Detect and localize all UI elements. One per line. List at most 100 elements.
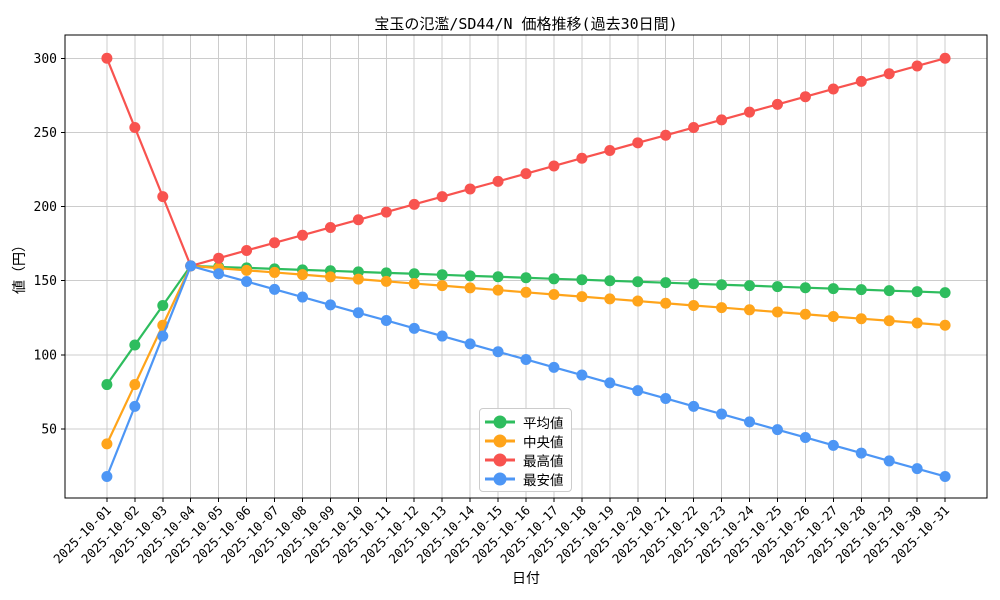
data-point-marker [520,272,532,284]
data-point-marker [744,304,756,316]
data-point-marker [548,273,560,285]
data-point-marker [744,280,756,292]
data-point-marker [632,385,644,397]
data-point-marker [855,75,867,87]
data-point-marker [520,168,532,180]
data-point-marker [604,275,616,287]
legend-item: 平均値 [484,412,567,432]
data-point-marker [380,206,392,218]
legend-marker-icon [485,434,515,447]
data-point-marker [632,137,644,149]
legend-marker-icon [485,472,515,485]
axis-ticks [61,57,946,502]
data-point-marker [436,330,448,342]
data-point-marker [939,52,951,64]
data-point-marker [548,289,560,301]
x-axis-label: 日付 [512,571,540,587]
data-point-marker [827,439,839,451]
data-point-marker [688,278,700,290]
data-point-marker [799,282,811,294]
legend-marker-icon [485,415,515,428]
data-point-marker [939,287,951,299]
data-point-marker [911,317,923,329]
y-tick-label: 150 [34,274,57,289]
data-point-marker [771,306,783,318]
data-point-marker [827,283,839,295]
data-point-marker [827,83,839,95]
data-point-marker [408,268,420,280]
data-point-marker [855,284,867,296]
data-point-marker [101,438,113,450]
data-point-marker [604,145,616,157]
data-point-marker [827,310,839,322]
data-point-marker [492,284,504,296]
data-point-marker [324,271,336,283]
data-point-marker [241,275,253,287]
data-point-marker [744,106,756,118]
data-point-marker [269,283,281,295]
series-最高値 [101,52,951,272]
data-point-marker [464,338,476,350]
data-point-marker [716,408,728,420]
y-tick-labels: 50 100 150 200 250 300 [34,52,57,438]
data-point-marker [855,313,867,325]
data-point-marker [548,361,560,373]
data-point-marker [352,214,364,226]
data-point-marker [576,152,588,164]
data-point-marker [883,68,895,80]
data-point-marker [576,369,588,381]
data-point-marker [296,291,308,303]
legend-item: 最高値 [484,450,567,470]
data-point-marker [688,122,700,134]
y-tick-label: 50 [41,423,57,438]
series-中央値 [101,260,951,450]
data-point-marker [660,392,672,404]
data-point-marker [492,175,504,187]
data-point-marker [939,470,951,482]
data-point-marker [744,416,756,428]
data-point-marker [296,269,308,281]
data-point-marker [408,322,420,334]
data-point-marker [883,315,895,327]
data-point-marker [660,277,672,289]
data-point-marker [101,379,113,391]
data-point-marker [408,278,420,290]
data-point-marker [771,281,783,293]
legend-item: 中央値 [484,431,567,451]
data-point-marker [939,319,951,331]
data-point-marker [660,129,672,141]
y-axis-label: 値（円） [12,238,28,294]
data-point-marker [129,339,141,351]
data-point-marker [492,346,504,358]
data-point-marker [855,447,867,459]
data-point-marker [576,291,588,303]
data-point-marker [771,98,783,110]
data-point-marker [799,91,811,103]
data-point-marker [269,266,281,278]
data-point-marker [688,300,700,312]
data-point-marker [185,260,197,272]
legend: 平均値 中央値 最高値最安値 [479,408,572,492]
data-point-marker [129,122,141,134]
x-tick-labels: 2025-10-012025-10-022025-10-032025-10-04… [50,503,952,567]
data-point-marker [464,183,476,195]
data-point-marker [548,160,560,172]
data-point-marker [436,280,448,292]
data-point-marker [241,244,253,256]
data-point-marker [436,191,448,203]
data-point-marker [771,424,783,436]
y-tick-label: 100 [34,348,57,363]
data-point-marker [604,293,616,305]
data-point-marker [911,463,923,475]
data-point-marker [380,267,392,279]
data-point-marker [380,275,392,287]
legend-label: 最安値 [523,472,564,489]
data-point-marker [269,237,281,249]
data-point-marker [520,286,532,298]
data-point-marker [716,279,728,291]
data-point-marker [408,198,420,210]
data-point-marker [716,114,728,126]
data-point-marker [213,268,225,280]
